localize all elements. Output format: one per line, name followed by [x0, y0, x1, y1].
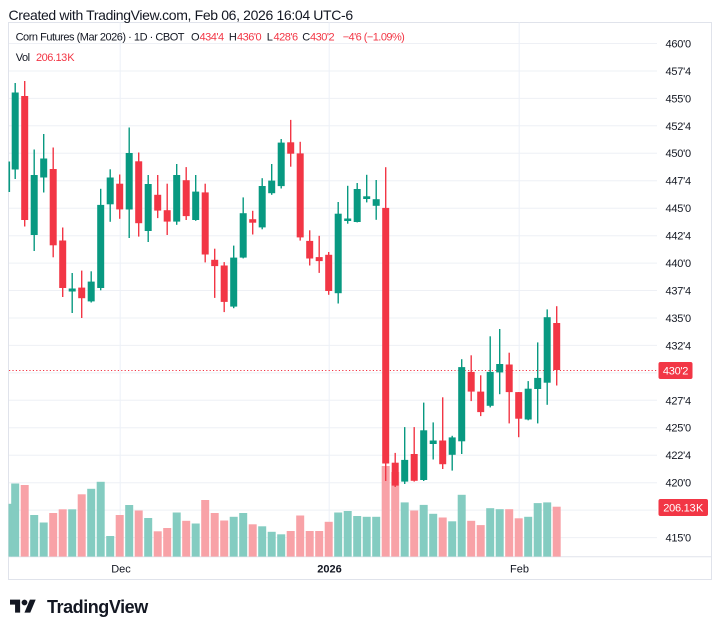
svg-text:206.13 K: 206.13 K — [663, 503, 704, 515]
svg-text:435'0: 435'0 — [666, 313, 691, 325]
svg-text:447'4: 447'4 — [666, 176, 691, 188]
svg-text:L: L — [267, 32, 273, 44]
svg-text:437'4: 437'4 — [666, 285, 691, 297]
svg-text:442'4: 442'4 — [666, 231, 691, 243]
svg-text:452'4: 452'4 — [666, 121, 691, 133]
svg-text:427'4: 427'4 — [666, 395, 691, 407]
svg-text:420'0: 420'0 — [666, 478, 691, 490]
svg-text:425'0: 425'0 — [666, 423, 691, 435]
svg-text:422'4: 422'4 — [666, 450, 691, 462]
svg-text:206.13 K: 206.13 K — [36, 52, 75, 64]
svg-text:H: H — [229, 32, 237, 44]
svg-text:436'0: 436'0 — [237, 32, 262, 44]
svg-text:440'0: 440'0 — [666, 258, 691, 270]
svg-text:450'0: 450'0 — [666, 148, 691, 160]
svg-text:TradingView: TradingView — [47, 597, 149, 617]
svg-text:434'4: 434'4 — [200, 32, 225, 44]
svg-text:430'2: 430'2 — [310, 32, 335, 44]
svg-text:Created with TradingView.com,: Created with TradingView.com, Feb 06, 20… — [9, 7, 354, 23]
svg-text:Feb: Feb — [510, 564, 529, 576]
svg-text:445'0: 445'0 — [666, 203, 691, 215]
svg-text:460'0: 460'0 — [666, 38, 691, 50]
svg-text:432'4: 432'4 — [666, 340, 691, 352]
svg-text:C: C — [302, 32, 310, 44]
svg-text:−4'6 (−1.09%): −4'6 (−1.09%) — [343, 32, 405, 44]
svg-text:2026: 2026 — [317, 564, 341, 576]
svg-text:415'0: 415'0 — [666, 533, 691, 545]
svg-text:O: O — [191, 32, 200, 44]
svg-text:Corn Futures (Mar 2026) · 1D ·: Corn Futures (Mar 2026) · 1D · CBOT — [16, 32, 185, 44]
svg-text:455'0: 455'0 — [666, 93, 691, 105]
svg-text:430'2: 430'2 — [663, 366, 688, 378]
svg-text:Dec: Dec — [111, 564, 131, 576]
svg-text:428'6: 428'6 — [274, 32, 299, 44]
svg-text:Vol: Vol — [16, 52, 30, 64]
svg-text:457'4: 457'4 — [666, 66, 691, 78]
